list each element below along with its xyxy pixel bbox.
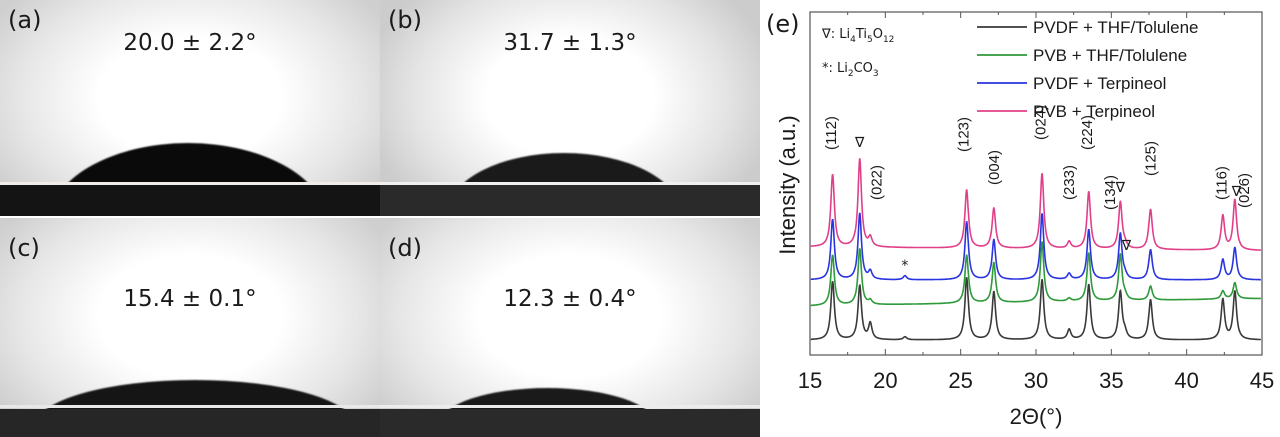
contact-angle-value-c: 15.4 ± 0.1° [123, 286, 257, 312]
contact-angle-panel-b: (b) 31.7 ± 1.3° [380, 0, 760, 216]
xrd-curves [810, 158, 1261, 341]
contact-angle-panel-a: (a) 20.0 ± 2.2° [0, 0, 380, 216]
x-tick-label: 20 [873, 368, 897, 393]
xrd-curve-3 [810, 158, 1261, 251]
contact-angle-panel-c: (c) 15.4 ± 0.1° [0, 218, 380, 437]
legend-label: PVDF + Terpineol [1033, 74, 1166, 93]
legend-label: PVB + THF/Tolulene [1033, 46, 1187, 65]
legend: PVDF + THF/Tolulene PVB + THF/Tolulene PVD… [977, 18, 1199, 121]
peak-label: (112) [823, 116, 840, 150]
panel-label-c: (c) [8, 234, 40, 262]
y-axis-title: Intensity (a.u.) [775, 115, 800, 254]
contact-angle-value-d: 12.3 ± 0.4° [503, 286, 637, 312]
x-tick-label: 30 [1024, 368, 1048, 393]
substrate-edge [0, 182, 380, 185]
x-tick-label: 35 [1099, 368, 1123, 393]
x-tick-label: 45 [1250, 368, 1274, 393]
xrd-curve-0 [810, 277, 1261, 341]
lto-marker: ∇ [1231, 184, 1242, 200]
lto-marker: ∇ [854, 135, 865, 151]
substrate [380, 185, 760, 216]
panel-label-d: (d) [388, 234, 422, 262]
lto-note: ∇: Li4Ti5O12 [821, 27, 894, 45]
x-axis-ticks: 15 20 25 30 35 40 45 [798, 12, 1274, 393]
peak-labels: (112) ∇(022)*(123)(004)(024)(233)(224)(13… [823, 105, 1253, 274]
xrd-curve-2 [810, 212, 1261, 281]
substrate-edge [0, 405, 380, 408]
peak-label: (224) [1079, 115, 1096, 150]
substrate-edge [380, 182, 760, 185]
peak-label: (022) [868, 165, 885, 200]
x-tick-label: 25 [948, 368, 972, 393]
contact-angle-panel-d: (d) 12.3 ± 0.4° [380, 218, 760, 437]
contact-angle-value-a: 20.0 ± 2.2° [123, 30, 257, 56]
peak-label: (134) [1102, 175, 1119, 210]
phase-notes: ∇: Li4Ti5O12 *: Li2CO3 [821, 27, 894, 79]
peak-label: (024) [1033, 105, 1050, 140]
peak-label: (004) [986, 150, 1003, 185]
x-tick-label: 40 [1174, 368, 1198, 393]
substrate [0, 409, 380, 437]
xrd-chart: (e) 15 20 25 30 35 40 45 (112) ∇(022)*(123)(004… [766, 10, 1274, 429]
x-tick-label: 15 [798, 368, 822, 393]
li2co3-marker: * [901, 258, 908, 274]
panel-label-e: (e) [766, 10, 800, 38]
substrate [0, 185, 380, 216]
peak-label: (026) [1236, 173, 1253, 208]
peak-label: (233) [1061, 165, 1078, 200]
x-axis-title: 2Θ(°) [1010, 404, 1063, 429]
substrate-edge [380, 405, 760, 408]
lto-marker: ∇ [1115, 180, 1126, 196]
peak-label: (125) [1143, 141, 1160, 176]
peak-label: (123) [956, 117, 973, 152]
lto-marker: ∇ [1121, 238, 1132, 254]
panel-label-a: (a) [8, 6, 42, 34]
legend-label: PVDF + THF/Tolulene [1033, 18, 1199, 37]
xrd-chart-panel: (e) 15 20 25 30 35 40 45 (112) ∇ (022) * (123) (004… [760, 0, 1280, 437]
legend-label: PVB + Terpineol [1033, 102, 1155, 121]
contact-angle-value-b: 31.7 ± 1.3° [503, 30, 637, 56]
peak-label: (116) [1213, 166, 1230, 200]
lco-note: *: Li2CO3 [822, 61, 879, 79]
xrd-curve-1 [810, 241, 1261, 307]
panel-label-b: (b) [388, 6, 422, 34]
substrate [380, 409, 760, 437]
